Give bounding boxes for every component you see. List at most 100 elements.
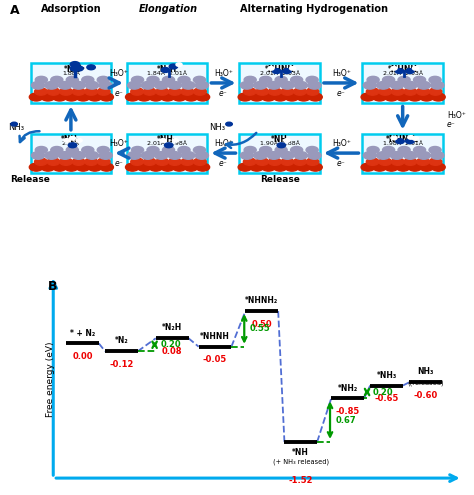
Circle shape bbox=[361, 93, 375, 101]
Circle shape bbox=[155, 82, 168, 89]
Circle shape bbox=[238, 163, 252, 171]
Circle shape bbox=[294, 88, 306, 95]
Circle shape bbox=[226, 122, 232, 126]
Text: -1.52: -1.52 bbox=[289, 476, 313, 485]
Circle shape bbox=[429, 76, 441, 83]
Text: *NH: *NH bbox=[292, 447, 309, 457]
Circle shape bbox=[18, 119, 23, 121]
Circle shape bbox=[64, 139, 70, 142]
Circle shape bbox=[70, 137, 75, 140]
Circle shape bbox=[178, 147, 190, 153]
Circle shape bbox=[128, 82, 141, 89]
Circle shape bbox=[391, 136, 397, 140]
Circle shape bbox=[267, 82, 281, 89]
Text: Adsorption: Adsorption bbox=[41, 4, 102, 14]
Circle shape bbox=[11, 122, 18, 126]
Circle shape bbox=[82, 76, 94, 83]
Circle shape bbox=[29, 163, 43, 171]
Circle shape bbox=[413, 147, 426, 153]
Text: -0.85: -0.85 bbox=[336, 407, 360, 416]
Circle shape bbox=[366, 88, 379, 95]
FancyBboxPatch shape bbox=[362, 63, 443, 102]
Circle shape bbox=[379, 158, 392, 165]
Circle shape bbox=[367, 76, 379, 83]
Circle shape bbox=[87, 65, 95, 70]
Circle shape bbox=[47, 158, 60, 165]
Circle shape bbox=[97, 147, 109, 153]
Text: -0.65: -0.65 bbox=[374, 394, 399, 403]
Circle shape bbox=[285, 93, 299, 101]
Circle shape bbox=[85, 158, 98, 165]
Circle shape bbox=[195, 82, 209, 89]
Circle shape bbox=[149, 93, 163, 101]
FancyBboxPatch shape bbox=[239, 63, 320, 102]
Circle shape bbox=[250, 93, 264, 101]
Circle shape bbox=[417, 151, 430, 159]
Circle shape bbox=[100, 163, 113, 171]
Circle shape bbox=[51, 76, 63, 83]
Circle shape bbox=[281, 158, 294, 165]
Text: H₃O⁺: H₃O⁺ bbox=[332, 69, 351, 78]
Circle shape bbox=[277, 143, 285, 148]
Text: *NH₂: *NH₂ bbox=[157, 135, 177, 144]
Circle shape bbox=[275, 147, 287, 153]
Circle shape bbox=[227, 117, 231, 120]
Circle shape bbox=[99, 151, 112, 159]
Circle shape bbox=[244, 147, 256, 153]
Circle shape bbox=[193, 147, 206, 153]
Circle shape bbox=[373, 93, 386, 101]
Circle shape bbox=[408, 136, 414, 139]
Circle shape bbox=[147, 147, 159, 153]
Circle shape bbox=[285, 163, 299, 171]
Text: NH₃: NH₃ bbox=[9, 123, 25, 132]
Text: Alternating Hydrogenation: Alternating Hydrogenation bbox=[240, 4, 389, 14]
Circle shape bbox=[291, 147, 303, 153]
Text: *NHNH₂: *NHNH₂ bbox=[386, 135, 419, 144]
Text: 1.90Å  1.88Å: 1.90Å 1.88Å bbox=[260, 141, 300, 146]
Circle shape bbox=[168, 158, 181, 165]
Circle shape bbox=[70, 61, 80, 67]
Circle shape bbox=[379, 88, 392, 95]
Circle shape bbox=[396, 163, 410, 171]
Text: *N₂H: *N₂H bbox=[157, 65, 177, 74]
Circle shape bbox=[244, 76, 256, 83]
Circle shape bbox=[256, 88, 269, 95]
FancyBboxPatch shape bbox=[239, 134, 320, 173]
Circle shape bbox=[294, 151, 308, 159]
Circle shape bbox=[254, 82, 267, 89]
Circle shape bbox=[168, 88, 181, 95]
Circle shape bbox=[45, 82, 58, 89]
Circle shape bbox=[306, 158, 319, 165]
Circle shape bbox=[128, 151, 141, 159]
Circle shape bbox=[297, 163, 310, 171]
Circle shape bbox=[309, 163, 322, 171]
Text: B: B bbox=[48, 280, 58, 293]
Circle shape bbox=[88, 163, 102, 171]
Circle shape bbox=[76, 163, 90, 171]
Circle shape bbox=[281, 151, 294, 159]
Circle shape bbox=[58, 82, 72, 89]
Text: Release: Release bbox=[10, 175, 51, 184]
Circle shape bbox=[256, 158, 269, 165]
Circle shape bbox=[408, 163, 422, 171]
Circle shape bbox=[404, 82, 417, 89]
Circle shape bbox=[163, 76, 174, 83]
Circle shape bbox=[412, 137, 419, 140]
Text: H₃O⁺: H₃O⁺ bbox=[214, 139, 233, 148]
Circle shape bbox=[240, 82, 254, 89]
Text: 0.20: 0.20 bbox=[373, 388, 393, 396]
Text: ((released): ((released) bbox=[407, 379, 444, 386]
Circle shape bbox=[377, 151, 390, 159]
Circle shape bbox=[281, 88, 294, 95]
Circle shape bbox=[406, 69, 414, 73]
Circle shape bbox=[29, 93, 43, 101]
Text: 1.98Å  2.01Å: 1.98Å 2.01Å bbox=[383, 141, 423, 146]
Circle shape bbox=[64, 93, 78, 101]
Circle shape bbox=[398, 76, 410, 83]
Circle shape bbox=[404, 88, 417, 95]
Circle shape bbox=[53, 93, 66, 101]
Circle shape bbox=[395, 69, 404, 73]
Circle shape bbox=[31, 151, 45, 159]
Text: *NH₃: *NH₃ bbox=[61, 135, 81, 144]
Text: *NH₃: *NH₃ bbox=[376, 371, 397, 380]
